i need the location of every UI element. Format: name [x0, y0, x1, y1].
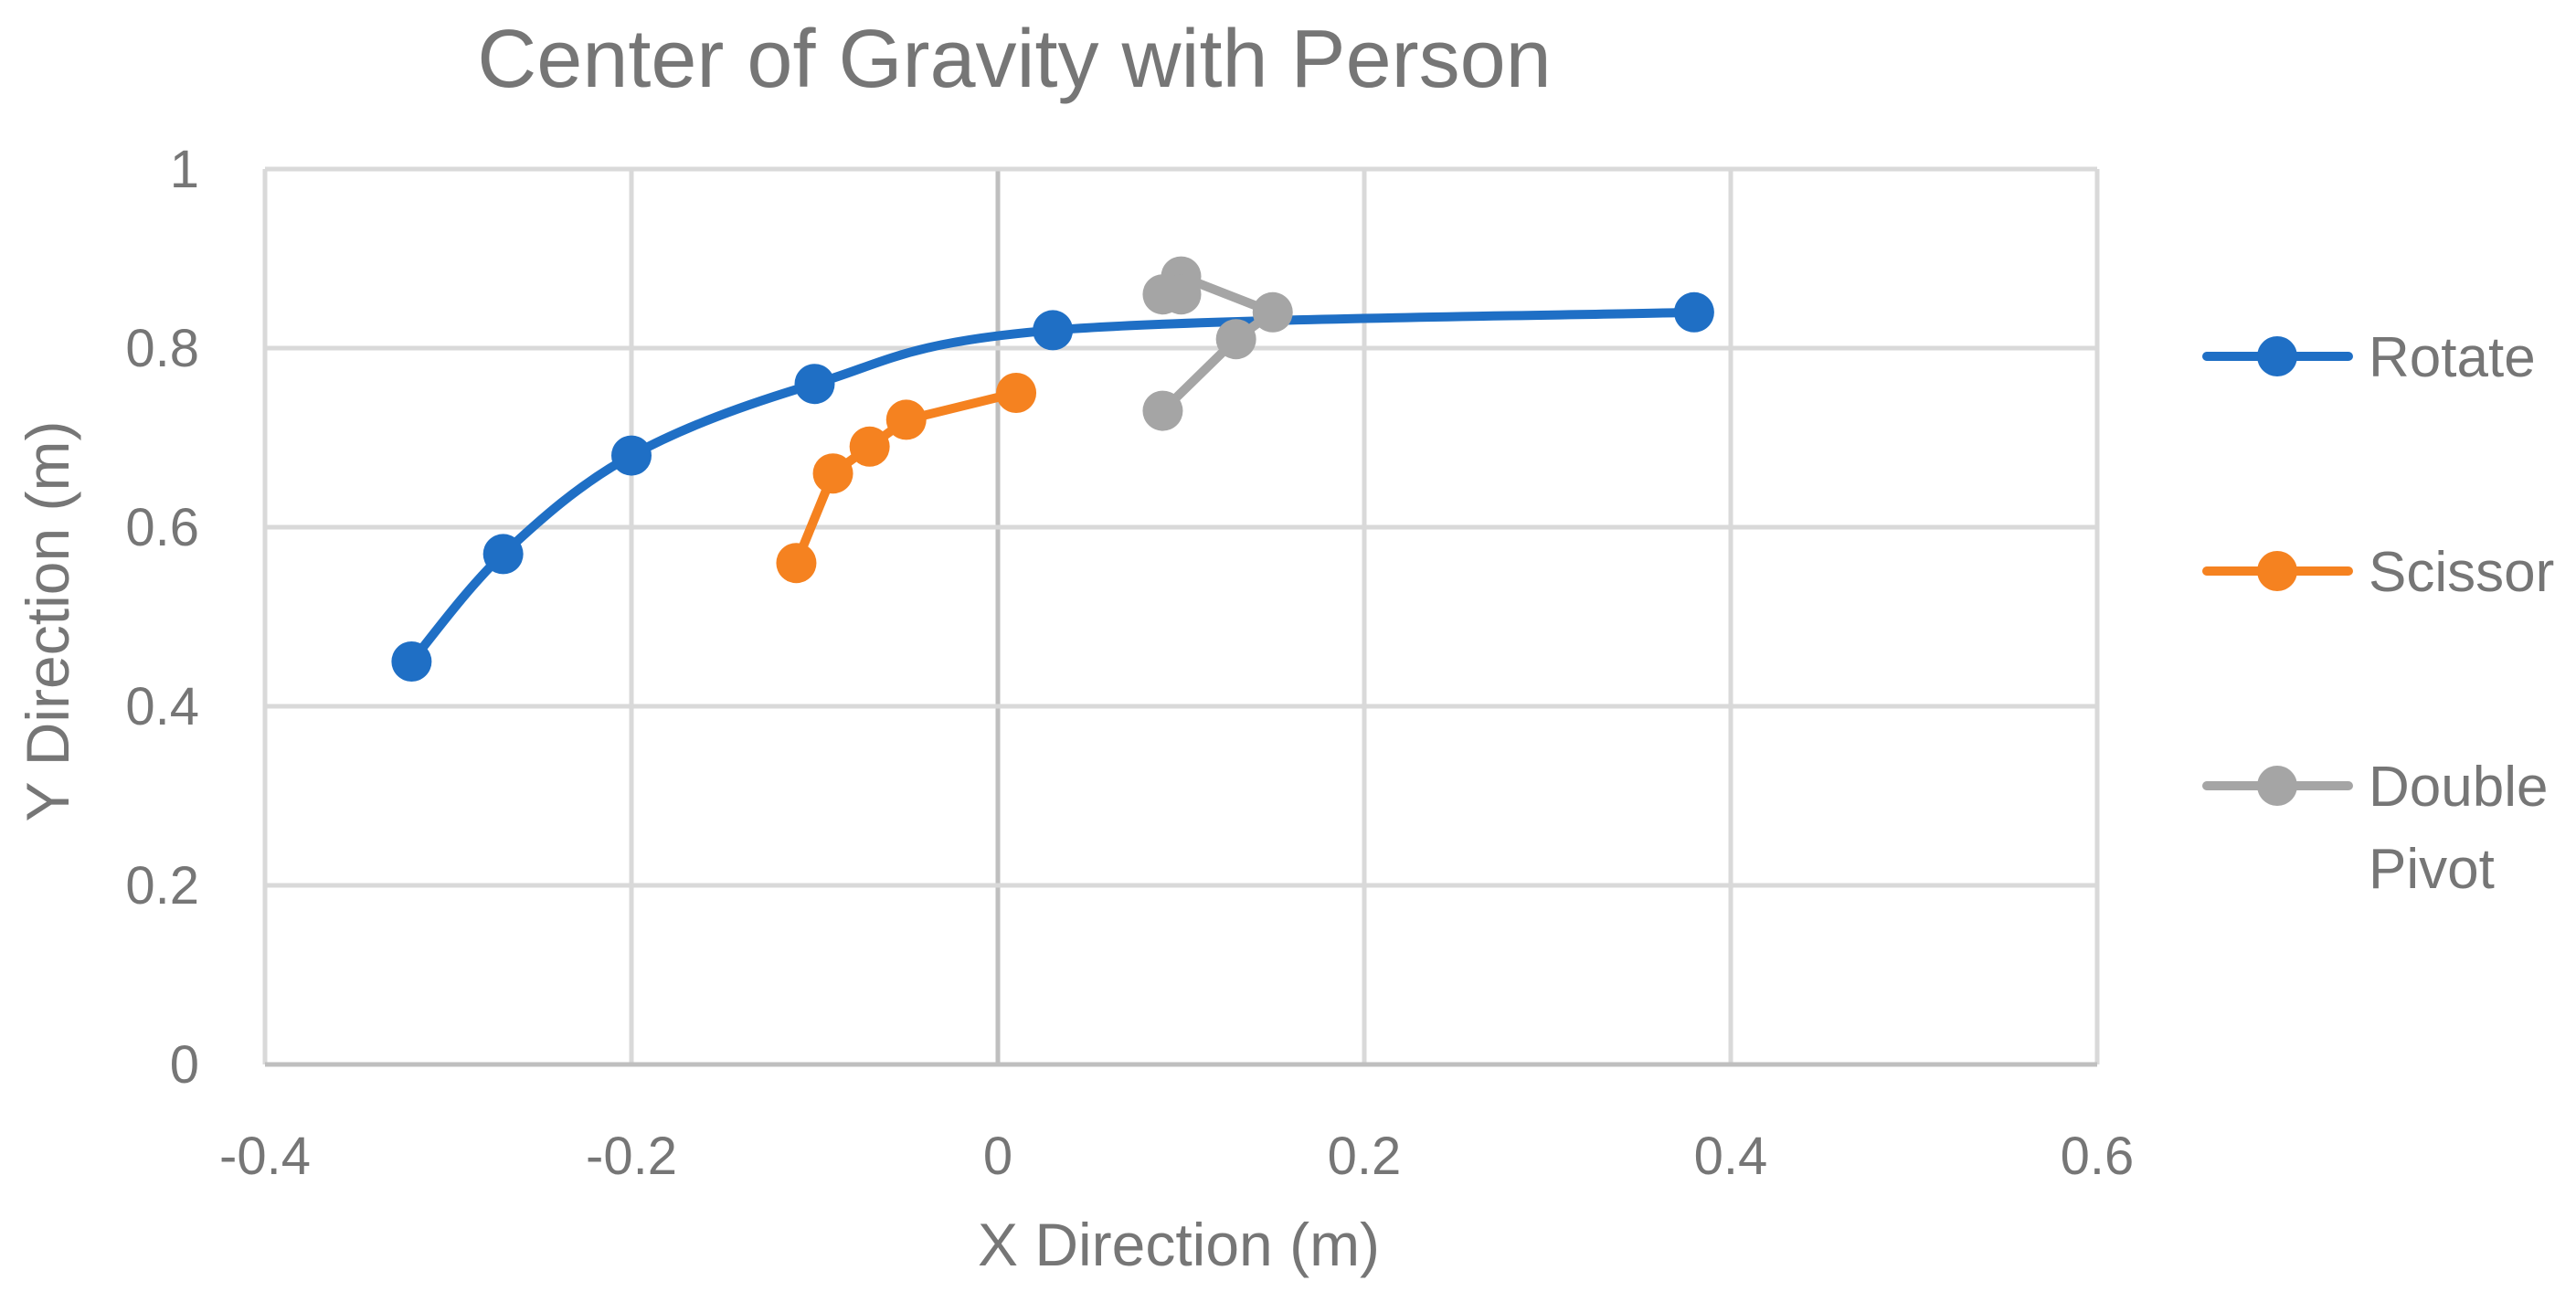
data-point-double-pivot [1215, 319, 1256, 360]
x-tick-label: 0.2 [1328, 1127, 1402, 1186]
legend-swatch-marker [2257, 551, 2297, 591]
chart-title: Center of Gravity with Person [477, 14, 1551, 105]
y-tick-label: 0.8 [125, 319, 199, 378]
grid-layer [262, 166, 2100, 1067]
x-tick-label: -0.4 [219, 1127, 311, 1186]
legend-label: Rotate [2369, 326, 2536, 389]
data-point-rotate [794, 364, 835, 405]
series-rotate [391, 291, 1714, 682]
legend: Rotate Scissor Double Pivot [2202, 326, 2554, 901]
y-tick-label: 0.6 [125, 498, 199, 557]
legend-item-scissor: Scissor [2202, 541, 2554, 604]
tick-layer: -0.4 -0.2 0 0.2 0.4 0.6 0 0.2 0.4 0.6 0.8 1 [125, 140, 2134, 1186]
legend-label: Double [2369, 756, 2548, 819]
data-point-double-pivot [1252, 291, 1293, 333]
series-double-pivot [1142, 256, 1293, 431]
legend-swatch-marker [2257, 766, 2297, 806]
data-point-rotate [391, 641, 432, 682]
data-point-rotate [482, 534, 524, 575]
x-tick-label: 0.6 [2061, 1127, 2135, 1186]
series-line-rotate [407, 307, 1699, 666]
data-point-scissor [776, 543, 817, 584]
data-point-scissor [849, 426, 890, 467]
y-tick-label: 0.2 [125, 856, 199, 916]
legend-label: Scissor [2369, 541, 2554, 604]
x-axis-label: X Direction (m) [978, 1211, 1380, 1278]
data-point-scissor [812, 453, 853, 494]
y-tick-label: 0.4 [125, 677, 199, 736]
legend-label: Pivot [2369, 838, 2495, 901]
data-point-rotate [611, 435, 652, 476]
data-point-scissor [885, 399, 927, 440]
y-axis-label: Y Direction (m) [14, 421, 81, 822]
series-scissor [776, 373, 1037, 584]
y-tick-label: 0 [170, 1035, 199, 1095]
legend-swatch-marker [2257, 336, 2297, 376]
y-tick-label: 1 [170, 140, 199, 199]
data-point-rotate [1673, 291, 1714, 333]
legend-item-double-pivot: Double Pivot [2202, 756, 2548, 901]
data-point-double-pivot [1142, 390, 1183, 431]
data-point-rotate [1033, 310, 1074, 351]
series-layer [391, 256, 1714, 682]
legend-item-rotate: Rotate [2202, 326, 2536, 389]
x-tick-label: -0.2 [586, 1127, 677, 1186]
x-tick-label: 0.4 [1694, 1127, 1768, 1186]
x-tick-label: 0 [983, 1127, 1012, 1186]
data-point-scissor [996, 373, 1037, 413]
data-point-double-pivot [1161, 274, 1202, 315]
